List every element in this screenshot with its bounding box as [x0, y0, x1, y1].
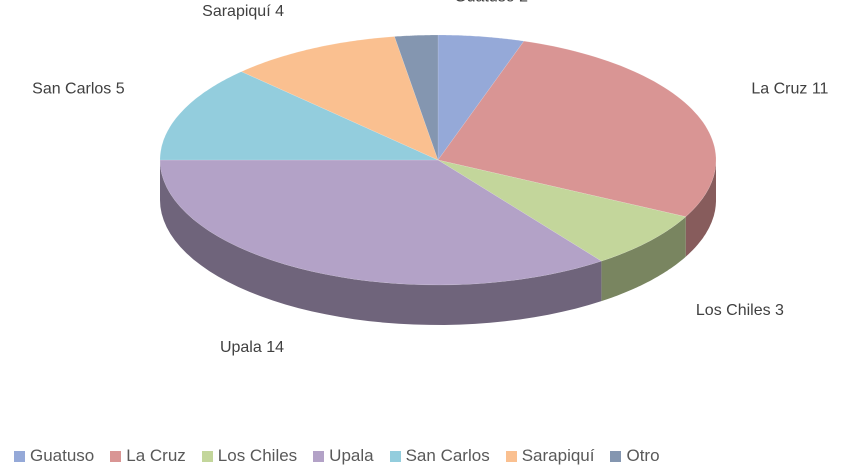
- legend-swatch: [14, 450, 25, 462]
- slice: [437, 40, 717, 217]
- legend-label: San Carlos: [405, 446, 490, 465]
- legend-label: Otro: [626, 446, 660, 465]
- slice-side: [160, 160, 602, 325]
- legend-item: Sarapiquí: [505, 446, 595, 466]
- data-label: Guatuso 2: [454, 0, 528, 6]
- legend-label: Sarapiquí: [521, 446, 595, 465]
- data-label-value: 3: [775, 302, 784, 319]
- data-label-name: San Carlos: [32, 81, 111, 98]
- data-label-name: La Cruz: [751, 81, 807, 98]
- legend-item: Los Chiles: [201, 446, 298, 466]
- slice: [159, 71, 439, 161]
- legend-label: Upala: [329, 446, 374, 465]
- data-label: Upala 14: [220, 339, 284, 356]
- legend: Guatuso La Cruz Los Chiles Upala San Carlos S…: [14, 446, 660, 466]
- data-label: La Cruz 11: [751, 81, 828, 98]
- data-label: Los Chiles 3: [696, 302, 784, 319]
- data-label-value: 11: [812, 81, 829, 98]
- data-label: Sarapiquí 4: [202, 3, 284, 20]
- legend-item: Otro: [610, 446, 660, 466]
- slice: [240, 36, 439, 161]
- legend-swatch: [610, 450, 622, 462]
- data-label-value: 14: [266, 339, 284, 356]
- legend-item: San Carlos: [389, 446, 490, 466]
- legend-swatch: [505, 450, 517, 462]
- legend-label: Los Chiles: [217, 446, 298, 465]
- slice-side: [685, 160, 716, 257]
- data-label: Otro 1: [389, 0, 434, 4]
- data-label-value: 1: [425, 0, 434, 4]
- legend-item: La Cruz: [110, 446, 186, 466]
- data-label-name: Sarapiquí: [202, 3, 271, 20]
- data-label-name: Los Chiles: [696, 302, 771, 319]
- data-label-value: 5: [116, 81, 125, 98]
- slice-side: [601, 216, 686, 302]
- legend-item: Upala: [313, 446, 374, 466]
- data-label-value: 2: [519, 0, 528, 6]
- data-label-name: Otro: [389, 0, 420, 4]
- slice: [437, 34, 525, 161]
- legend-swatch: [389, 450, 401, 462]
- legend-swatch: [110, 450, 122, 462]
- data-label-name: Guatuso: [454, 0, 515, 6]
- legend-label: La Cruz: [126, 446, 186, 465]
- legend-item: Guatuso: [14, 446, 94, 466]
- data-label-name: Upala: [220, 339, 262, 356]
- slice: [437, 159, 687, 262]
- data-label: San Carlos 5: [32, 81, 125, 98]
- legend-label: Guatuso: [30, 446, 95, 465]
- slice: [159, 159, 602, 286]
- data-label-value: 4: [275, 3, 284, 20]
- slice: [394, 34, 439, 161]
- legend-swatch: [313, 450, 325, 462]
- legend-swatch: [201, 450, 213, 462]
